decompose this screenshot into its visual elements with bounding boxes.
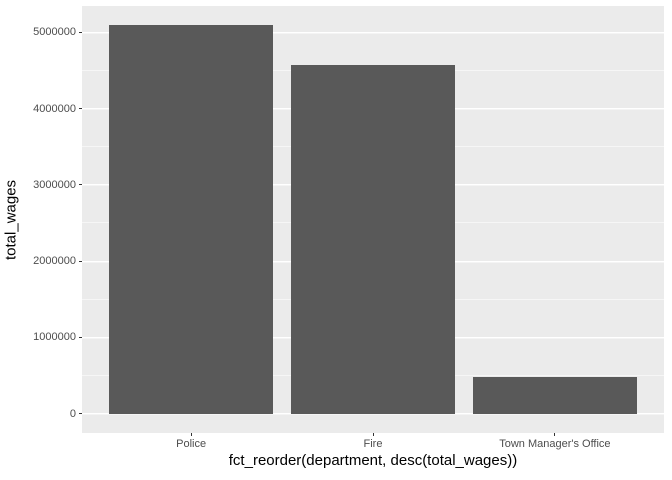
gridline-major [82,413,664,415]
x-tick-label: Fire [363,438,383,450]
bar-police [109,25,273,414]
y-axis-title: total_wages [2,179,20,260]
y-tick-label: 4000000 [33,102,76,115]
y-tick-label: 2000000 [33,255,76,268]
y-tick-mark [79,336,82,338]
y-tick-mark [79,413,82,415]
y-tick-mark [79,260,82,262]
y-tick-mark [79,184,82,186]
y-tick-mark [79,108,82,110]
gridline-major [82,31,664,33]
y-tick-label: 1000000 [33,331,76,344]
y-tick-mark [79,31,82,33]
x-tick-label: Police [176,438,207,450]
x-tick-mark [372,433,374,436]
plot-panel [82,6,664,433]
bar-town-manager-s-office [473,376,637,414]
x-tick-label: Town Manager's Office [499,438,611,450]
x-tick-mark [190,433,192,436]
y-tick-label: 0 [69,407,76,420]
x-tick-mark [554,433,556,436]
bar-fire [291,65,455,414]
x-axis-title: fct_reorder(department, desc(total_wages… [228,452,518,469]
y-tick-label: 5000000 [33,26,76,39]
y-tick-label: 3000000 [33,178,76,191]
